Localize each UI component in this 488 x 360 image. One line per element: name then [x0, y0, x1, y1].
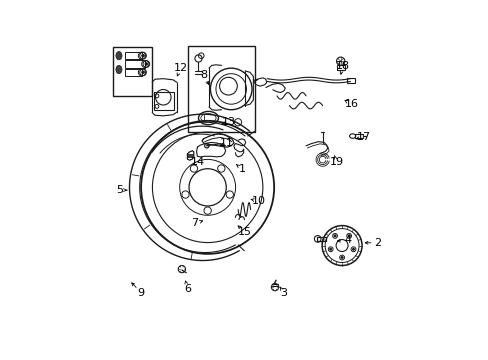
- Bar: [125, 69, 142, 76]
- Circle shape: [340, 256, 343, 259]
- Bar: [188, 46, 254, 132]
- Ellipse shape: [116, 66, 122, 74]
- Circle shape: [333, 235, 336, 237]
- Ellipse shape: [116, 51, 122, 60]
- Text: 8: 8: [200, 70, 206, 80]
- Bar: [355, 134, 363, 138]
- Text: 4: 4: [344, 235, 350, 245]
- Text: 17: 17: [356, 132, 370, 143]
- Text: 12: 12: [173, 63, 187, 73]
- Bar: [346, 78, 355, 83]
- Bar: [317, 237, 325, 241]
- Text: 10: 10: [251, 196, 265, 206]
- Text: 18: 18: [335, 61, 349, 71]
- Text: 13: 13: [221, 117, 235, 127]
- Text: 5: 5: [116, 185, 123, 195]
- Bar: [125, 60, 145, 68]
- Text: 6: 6: [183, 284, 190, 293]
- Bar: [336, 66, 345, 70]
- Text: 14: 14: [190, 157, 204, 167]
- Text: 11: 11: [220, 138, 234, 148]
- Circle shape: [347, 235, 349, 237]
- Circle shape: [145, 63, 147, 66]
- Circle shape: [142, 54, 144, 57]
- Text: 7: 7: [191, 219, 198, 228]
- Text: 19: 19: [329, 157, 343, 167]
- Bar: [113, 48, 151, 96]
- Text: 2: 2: [374, 238, 381, 248]
- Text: 16: 16: [344, 99, 358, 109]
- Text: 9: 9: [137, 288, 144, 298]
- Circle shape: [351, 248, 354, 251]
- Text: 15: 15: [237, 227, 251, 237]
- Text: 3: 3: [280, 288, 287, 298]
- Circle shape: [142, 71, 144, 74]
- Circle shape: [329, 248, 331, 251]
- Text: 1: 1: [238, 164, 245, 174]
- Bar: [153, 92, 174, 110]
- Bar: [125, 52, 142, 59]
